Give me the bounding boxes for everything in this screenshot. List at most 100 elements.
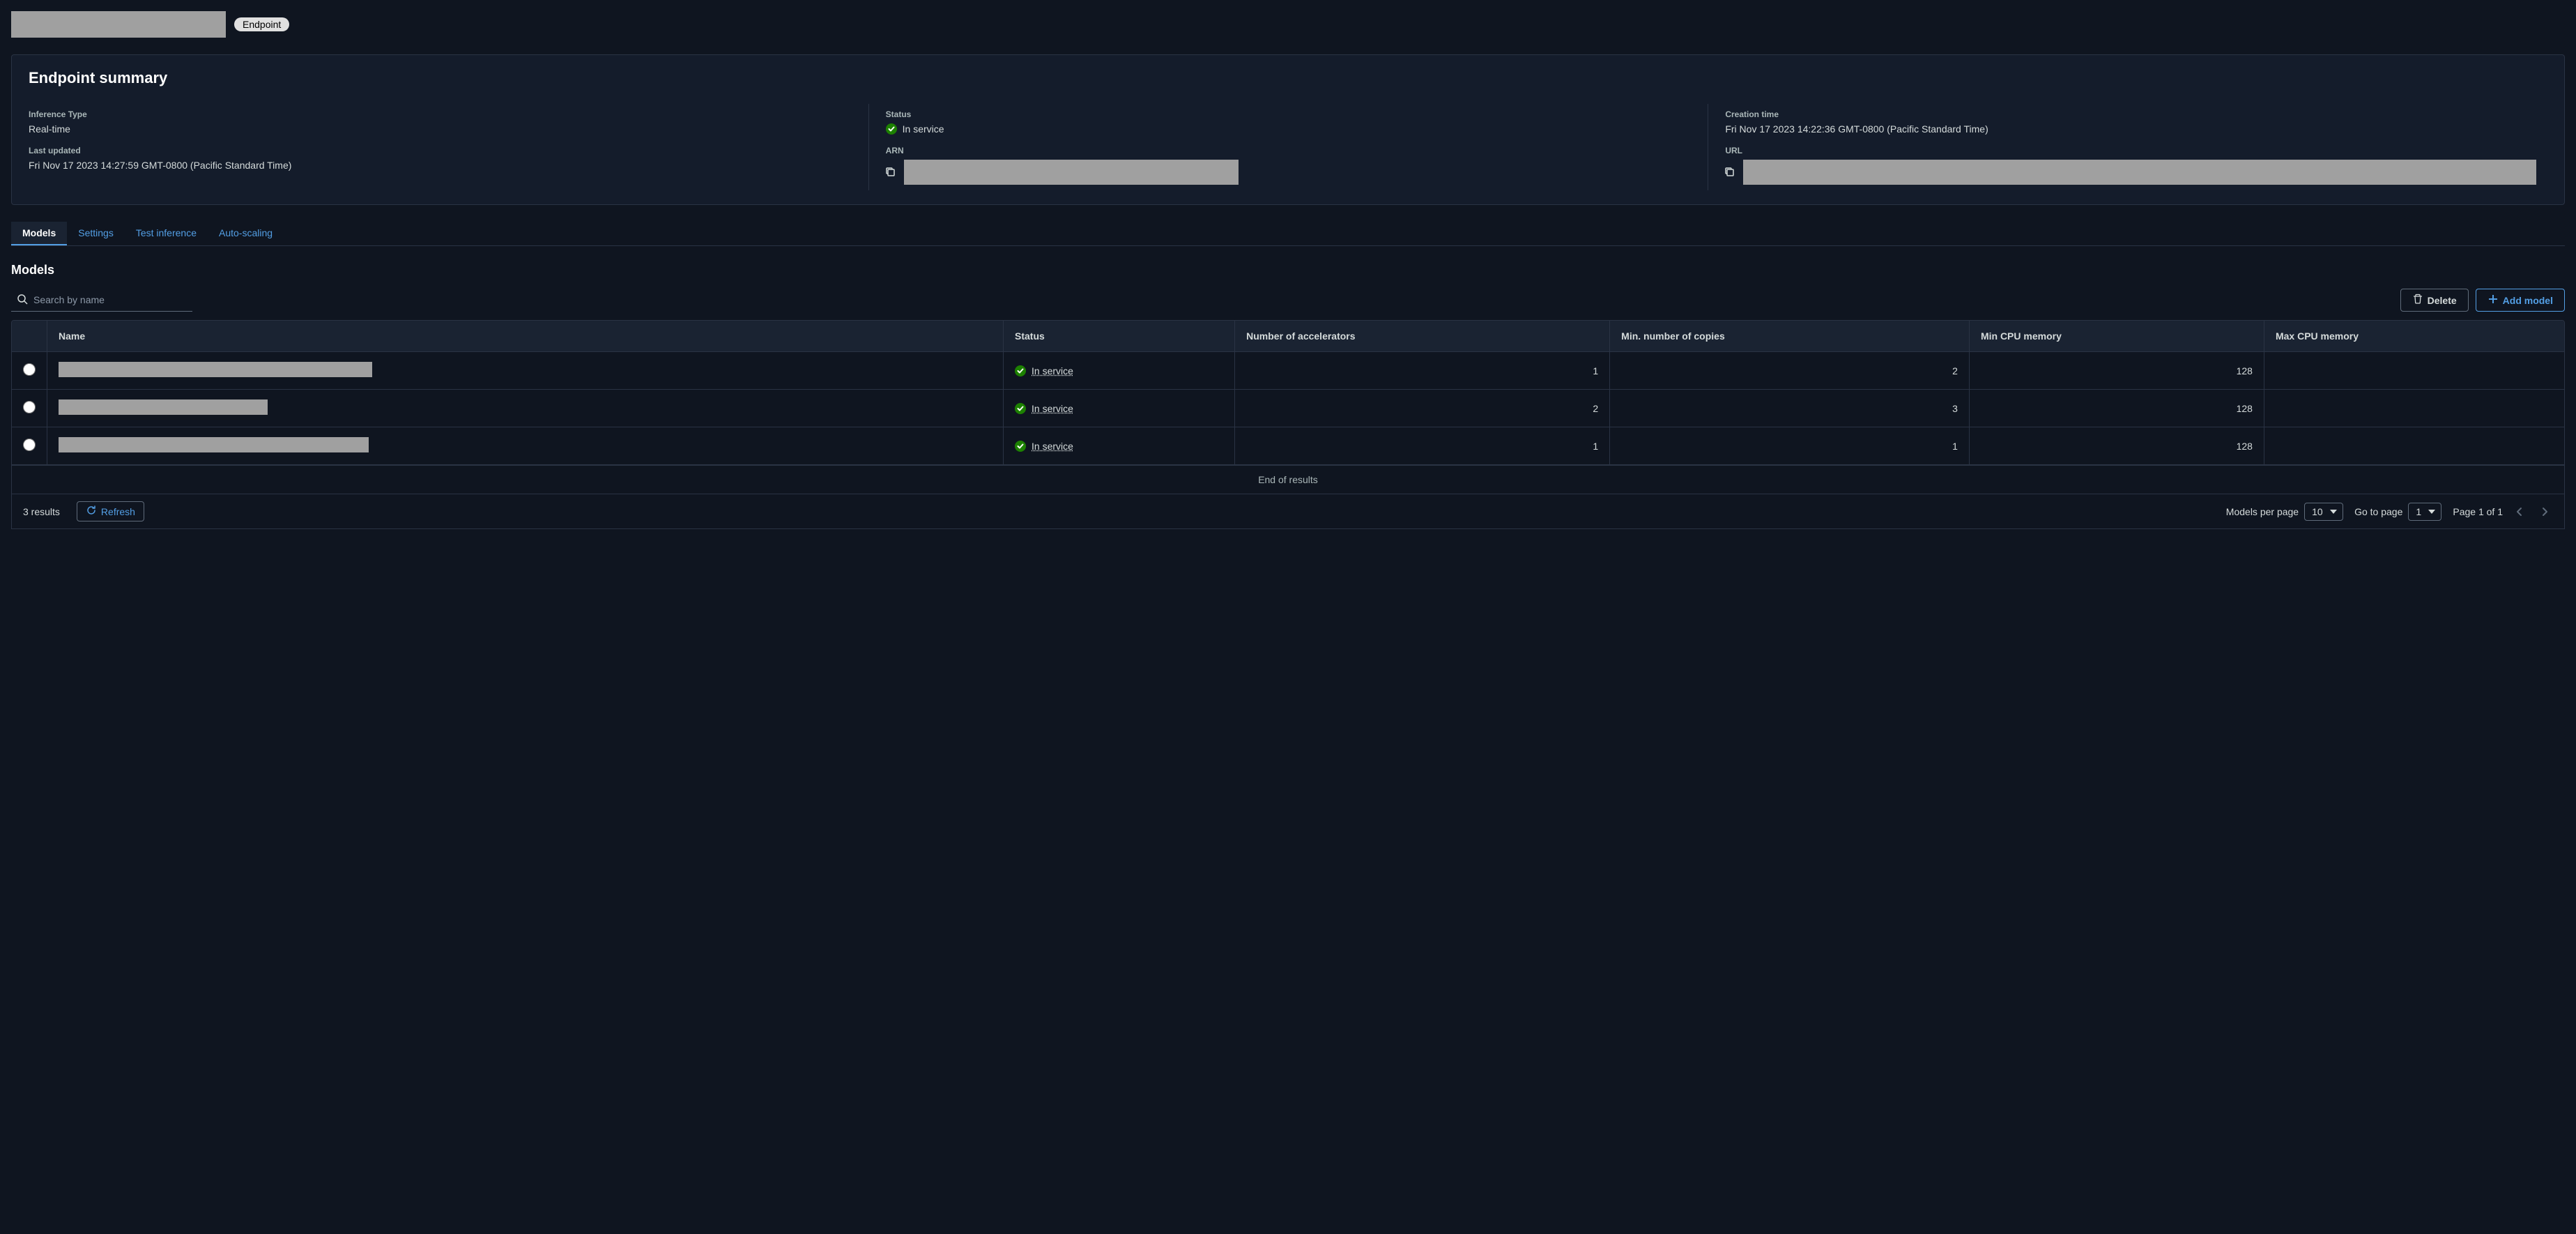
status-link[interactable]: In service bbox=[1032, 365, 1073, 376]
row-select-cell bbox=[12, 352, 47, 390]
model-name-redacted bbox=[59, 362, 372, 377]
status-field: Status In service bbox=[868, 104, 1708, 140]
trash-icon bbox=[2412, 294, 2423, 307]
accelerators-cell: 1 bbox=[1235, 427, 1610, 465]
search-icon bbox=[17, 294, 28, 307]
arn-field: ARN bbox=[868, 140, 1708, 190]
models-table: Name Status Number of accelerators Min. … bbox=[12, 321, 2564, 465]
arn-value-redacted bbox=[904, 160, 1239, 185]
last-updated-label: Last updated bbox=[29, 146, 857, 155]
max-cpu-column-header: Max CPU memory bbox=[2264, 321, 2564, 352]
refresh-button[interactable]: Refresh bbox=[77, 501, 144, 521]
creation-time-value: Fri Nov 17 2023 14:22:36 GMT-0800 (Pacif… bbox=[1725, 123, 2536, 135]
models-table-container: Name Status Number of accelerators Min. … bbox=[11, 320, 2565, 466]
row-select-cell bbox=[12, 390, 47, 427]
min-copies-cell: 3 bbox=[1610, 390, 1970, 427]
accelerators-column-header: Number of accelerators bbox=[1235, 321, 1610, 352]
max-cpu-cell bbox=[2264, 352, 2564, 390]
creation-time-field: Creation time Fri Nov 17 2023 14:22:36 G… bbox=[1708, 104, 2547, 140]
select-column-header bbox=[12, 321, 47, 352]
url-value-row bbox=[1725, 160, 2536, 185]
accelerators-cell: 1 bbox=[1235, 352, 1610, 390]
models-section-title: Models bbox=[11, 263, 2565, 277]
models-toolbar: Delete Add model bbox=[11, 289, 2565, 312]
row-select-radio[interactable] bbox=[23, 439, 36, 451]
accelerators-cell: 2 bbox=[1235, 390, 1610, 427]
check-circle-icon bbox=[886, 123, 897, 135]
min-cpu-cell: 128 bbox=[1969, 427, 2264, 465]
table-footer: 3 results Refresh Models per page 10 Go … bbox=[11, 494, 2565, 529]
inference-type-field: Inference Type Real-time bbox=[29, 104, 868, 140]
url-label: URL bbox=[1725, 146, 2536, 155]
check-circle-icon bbox=[1015, 441, 1026, 452]
page-indicator: Page 1 of 1 bbox=[2453, 506, 2503, 517]
name-cell bbox=[47, 390, 1004, 427]
refresh-icon bbox=[86, 505, 97, 518]
check-circle-icon bbox=[1015, 365, 1026, 376]
models-per-page-label: Models per page bbox=[2226, 506, 2299, 517]
models-per-page-select[interactable]: 10 bbox=[2304, 503, 2343, 521]
inference-type-label: Inference Type bbox=[29, 109, 857, 119]
tabs: Models Settings Test inference Auto-scal… bbox=[11, 222, 2565, 246]
model-name-redacted bbox=[59, 437, 369, 452]
status-link[interactable]: In service bbox=[1032, 441, 1073, 452]
max-cpu-cell bbox=[2264, 427, 2564, 465]
refresh-label: Refresh bbox=[101, 506, 135, 517]
prev-page-button[interactable] bbox=[2511, 503, 2528, 520]
status-cell: In service bbox=[1004, 390, 1235, 427]
row-select-radio[interactable] bbox=[23, 363, 36, 376]
add-model-label: Add model bbox=[2503, 295, 2553, 306]
creation-time-label: Creation time bbox=[1725, 109, 2536, 119]
tab-auto-scaling[interactable]: Auto-scaling bbox=[208, 222, 284, 245]
copy-icon[interactable] bbox=[886, 167, 896, 177]
search-input[interactable] bbox=[33, 294, 187, 305]
add-model-button[interactable]: Add model bbox=[2476, 289, 2565, 312]
min-cpu-cell: 128 bbox=[1969, 352, 2264, 390]
chevron-left-icon bbox=[2514, 506, 2525, 517]
check-circle-icon bbox=[1015, 403, 1026, 414]
delete-button[interactable]: Delete bbox=[2400, 289, 2469, 312]
status-value: In service bbox=[886, 123, 1697, 135]
row-select-radio[interactable] bbox=[23, 401, 36, 413]
copy-icon[interactable] bbox=[1725, 167, 1735, 177]
chevron-right-icon bbox=[2539, 506, 2550, 517]
summary-grid: Inference Type Real-time Status In servi… bbox=[29, 104, 2547, 190]
arn-value-row bbox=[886, 160, 1697, 185]
min-copies-cell: 2 bbox=[1610, 352, 1970, 390]
last-updated-value: Fri Nov 17 2023 14:27:59 GMT-0800 (Pacif… bbox=[29, 160, 857, 171]
status-label: Status bbox=[886, 109, 1697, 119]
search-box[interactable] bbox=[11, 289, 192, 312]
last-updated-field: Last updated Fri Nov 17 2023 14:27:59 GM… bbox=[29, 140, 868, 190]
delete-label: Delete bbox=[2428, 295, 2457, 306]
go-to-page-select[interactable]: 1 bbox=[2408, 503, 2441, 521]
tab-settings[interactable]: Settings bbox=[67, 222, 125, 245]
status-text: In service bbox=[903, 123, 944, 135]
page-header: Endpoint bbox=[11, 11, 2565, 38]
inference-type-value: Real-time bbox=[29, 123, 857, 135]
toolbar-buttons: Delete Add model bbox=[2400, 289, 2565, 312]
endpoint-summary-card: Endpoint summary Inference Type Real-tim… bbox=[11, 54, 2565, 205]
go-to-page-label: Go to page bbox=[2354, 506, 2402, 517]
arn-label: ARN bbox=[886, 146, 1697, 155]
summary-title: Endpoint summary bbox=[29, 69, 2547, 87]
tab-models[interactable]: Models bbox=[11, 222, 67, 245]
page-nav: Page 1 of 1 bbox=[2453, 503, 2553, 520]
min-copies-cell: 1 bbox=[1610, 427, 1970, 465]
min-copies-column-header: Min. number of copies bbox=[1610, 321, 1970, 352]
table-row: In service 2 3 128 bbox=[12, 390, 2564, 427]
table-row: In service 1 1 128 bbox=[12, 427, 2564, 465]
max-cpu-cell bbox=[2264, 390, 2564, 427]
next-page-button[interactable] bbox=[2536, 503, 2553, 520]
results-count: 3 results bbox=[23, 506, 60, 517]
name-cell bbox=[47, 352, 1004, 390]
url-field: URL bbox=[1708, 140, 2547, 190]
status-cell: In service bbox=[1004, 427, 1235, 465]
tab-test-inference[interactable]: Test inference bbox=[125, 222, 208, 245]
model-name-redacted bbox=[59, 399, 268, 415]
footer-right: Models per page 10 Go to page 1 Page 1 o… bbox=[2226, 503, 2553, 521]
plus-icon bbox=[2487, 294, 2499, 307]
row-select-cell bbox=[12, 427, 47, 465]
status-link[interactable]: In service bbox=[1032, 403, 1073, 414]
name-column-header: Name bbox=[47, 321, 1004, 352]
min-cpu-column-header: Min CPU memory bbox=[1969, 321, 2264, 352]
